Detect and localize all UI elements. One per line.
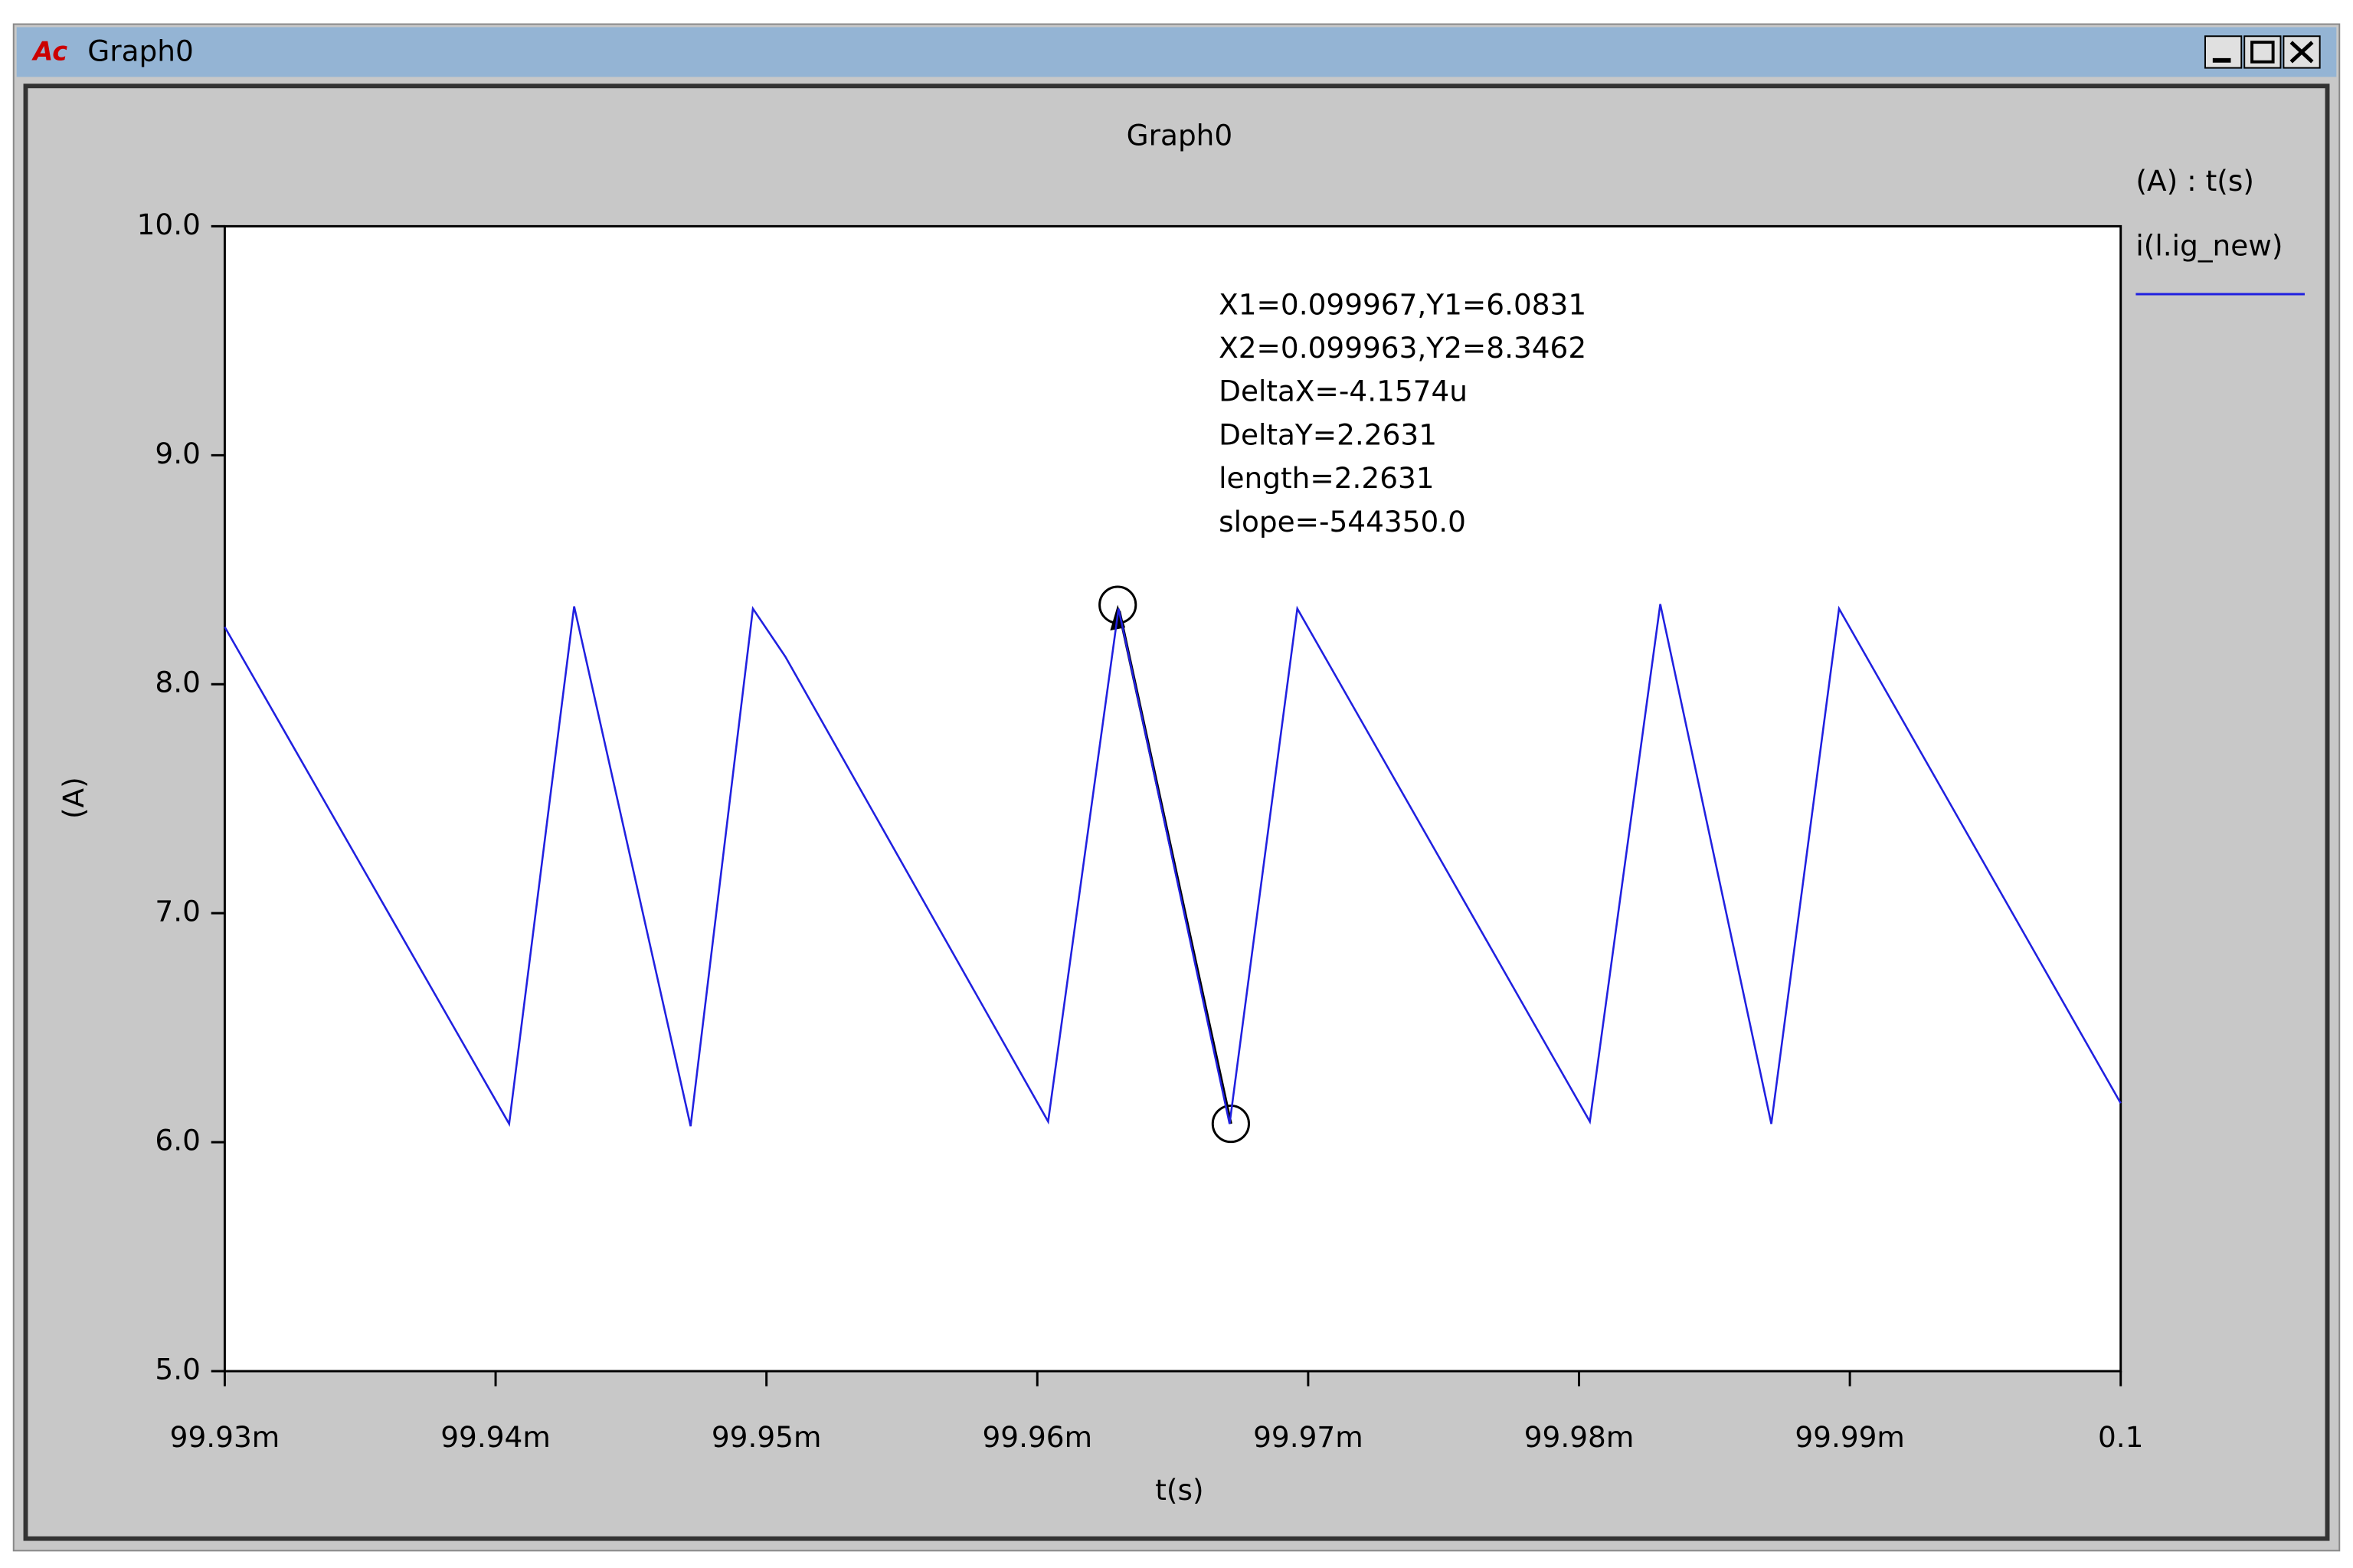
y-tick-label: 7.0 [155, 895, 200, 928]
close-icon [2289, 41, 2314, 64]
maximize-icon [2250, 41, 2275, 64]
cursor-readout: X1=0.099967,Y1=6.0831 [1219, 287, 1586, 321]
legend-title: (A) : t(s) [2135, 164, 2254, 198]
cursor-readout: slope=-544350.0 [1219, 505, 1466, 538]
cursor-1 [1211, 1104, 1250, 1144]
y-tick-label: 9.0 [155, 437, 200, 470]
x-tick-label: 99.97m [1253, 1420, 1363, 1454]
x-tick-label: 99.94m [440, 1420, 551, 1454]
window-title: Graph0 [87, 34, 194, 67]
cursor-readout: DeltaY=2.2631 [1219, 417, 1437, 451]
window-buttons[interactable] [2204, 35, 2321, 69]
x-tick-label: 99.95m [712, 1420, 822, 1454]
minimize-button[interactable] [2204, 35, 2243, 69]
y-tick-label: 8.0 [155, 666, 200, 699]
y-tick-label: 5.0 [155, 1353, 200, 1386]
y-axis-label: (A) [57, 777, 90, 819]
x-tick-label: 0.1 [2098, 1420, 2144, 1454]
title-bar [16, 27, 2337, 77]
legend-label: i(l.ig_new) [2135, 228, 2283, 262]
plot-area [223, 224, 2122, 1373]
y-tick-label: 10.0 [137, 208, 201, 241]
x-axis-label: t(s) [1155, 1473, 1203, 1507]
cursor-readout: DeltaX=-4.1574u [1219, 375, 1468, 408]
chart-title: Graph0 [1127, 119, 1233, 152]
x-tick-label: 99.99m [1795, 1420, 1905, 1454]
cursor-readout: X2=0.099963,Y2=8.3462 [1219, 331, 1586, 365]
y-tick-label: 6.0 [155, 1124, 200, 1157]
data-line [224, 604, 2122, 1128]
app-icon: Ac [31, 36, 67, 66]
x-tick-label: 99.93m [170, 1420, 280, 1454]
x-tick-label: 99.96m [983, 1420, 1093, 1454]
x-tick-label: 99.98m [1524, 1420, 1635, 1454]
cursor-readout: length=2.2631 [1219, 461, 1434, 495]
